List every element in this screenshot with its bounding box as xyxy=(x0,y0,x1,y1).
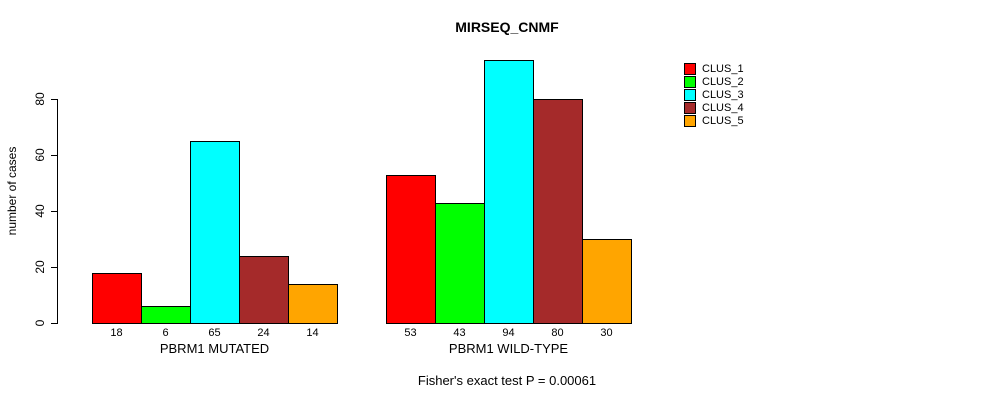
legend: CLUS_1 CLUS_2 CLUS_3 CLUS_4 CLUS_5 xyxy=(684,62,744,128)
bar-value-label: 94 xyxy=(502,327,515,339)
legend-item-clus_5: CLUS_5 xyxy=(684,115,744,128)
legend-item-clus_2: CLUS_2 xyxy=(684,75,744,88)
bar-value-label: 6 xyxy=(162,327,169,339)
bar-clus_3-pbrm1-mutated xyxy=(190,141,240,324)
legend-item-clus_4: CLUS_4 xyxy=(684,102,744,115)
bar-value-label: 24 xyxy=(257,327,270,339)
bar-clus_5-pbrm1-mutated xyxy=(288,284,338,324)
bar-value-label: 43 xyxy=(453,327,466,339)
group-label-pbrm1-wild-type: PBRM1 WILD-TYPE xyxy=(448,341,569,356)
y-axis-title: number of cases xyxy=(5,146,19,236)
legend-label: CLUS_5 xyxy=(702,115,744,128)
y-axis-tick xyxy=(51,267,57,268)
legend-label: CLUS_2 xyxy=(702,75,744,88)
bar-clus_1-pbrm1-mutated xyxy=(92,273,142,324)
y-axis-tick xyxy=(51,155,57,156)
y-axis-tick xyxy=(51,99,57,100)
fisher-test-annotation: Fisher's exact test P = 0.00061 xyxy=(417,373,597,388)
bar-clus_2-pbrm1-wild-type xyxy=(435,203,485,324)
bar-clus_2-pbrm1-mutated xyxy=(141,306,191,324)
bar-clus_1-pbrm1-wild-type xyxy=(386,175,436,324)
y-axis-tick xyxy=(51,323,57,324)
legend-swatch-clus_3 xyxy=(684,88,696,101)
bar-clus_3-pbrm1-wild-type xyxy=(484,60,534,324)
y-axis-tick xyxy=(51,211,57,212)
y-axis-tick-label: 60 xyxy=(33,148,47,162)
bar-clus_4-pbrm1-mutated xyxy=(239,256,289,324)
bar-value-label: 65 xyxy=(208,327,221,339)
legend-label: CLUS_4 xyxy=(702,102,744,115)
chart-title: MIRSEQ_CNMF xyxy=(455,19,559,35)
y-axis-tick-label: 20 xyxy=(33,260,47,274)
legend-swatch-clus_5 xyxy=(684,115,696,128)
legend-item-clus_1: CLUS_1 xyxy=(684,62,744,75)
y-axis-tick-label: 80 xyxy=(33,92,47,106)
legend-swatch-clus_2 xyxy=(684,75,696,88)
y-axis-tick-label: 0 xyxy=(33,319,47,327)
bar-value-label: 14 xyxy=(306,327,319,339)
y-axis-tick-label: 40 xyxy=(33,204,47,218)
legend-label: CLUS_1 xyxy=(702,62,744,75)
bar-clus_4-pbrm1-wild-type xyxy=(533,99,583,324)
bar-value-label: 53 xyxy=(404,327,417,339)
legend-item-clus_3: CLUS_3 xyxy=(684,88,744,101)
legend-swatch-clus_1 xyxy=(684,62,696,75)
bar-clus_5-pbrm1-wild-type xyxy=(582,239,632,324)
legend-swatch-clus_4 xyxy=(684,102,696,115)
group-label-pbrm1-mutated: PBRM1 MUTATED xyxy=(159,341,270,356)
bar-value-label: 30 xyxy=(600,327,613,339)
bar-value-label: 18 xyxy=(110,327,123,339)
bar-value-label: 80 xyxy=(551,327,564,339)
y-axis-line xyxy=(57,99,58,324)
legend-label: CLUS_3 xyxy=(702,88,744,101)
